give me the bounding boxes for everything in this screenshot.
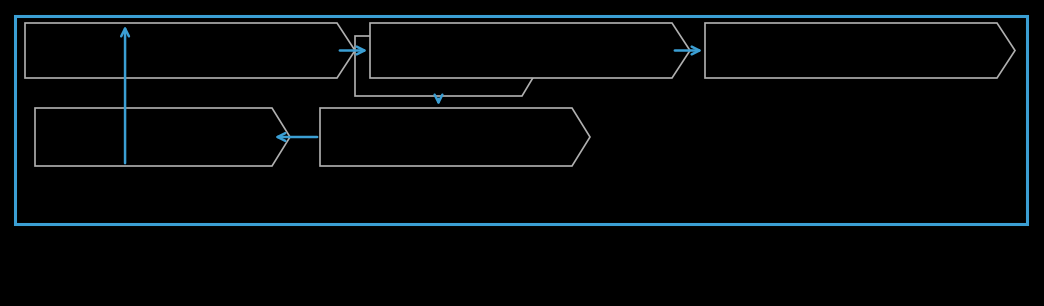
Polygon shape (370, 23, 690, 78)
Polygon shape (321, 108, 590, 166)
Polygon shape (25, 23, 355, 78)
Polygon shape (355, 36, 540, 96)
Bar (15, 16, 1027, 224)
Polygon shape (35, 108, 290, 166)
Polygon shape (705, 23, 1015, 78)
